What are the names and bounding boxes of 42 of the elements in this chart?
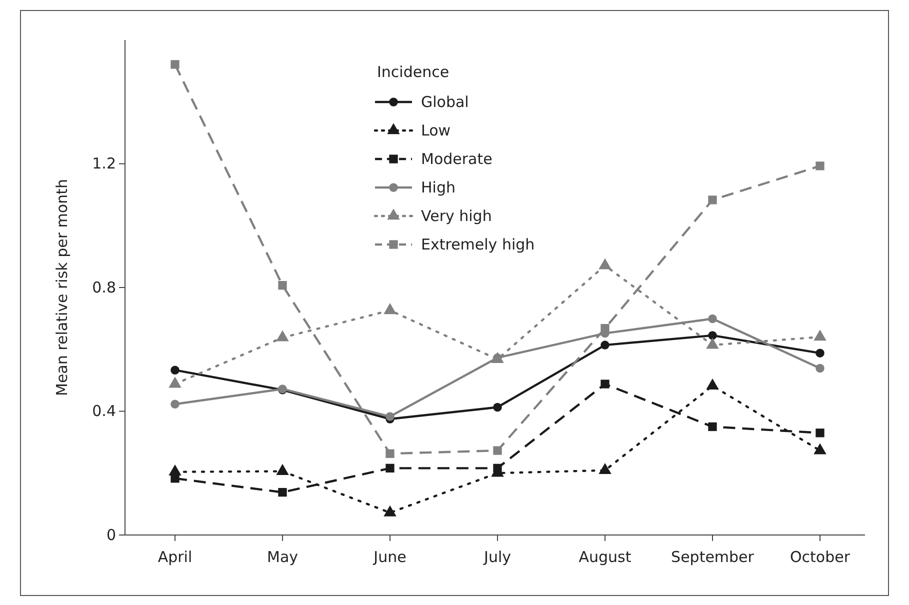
point bbox=[598, 463, 612, 474]
point bbox=[708, 422, 717, 432]
point bbox=[816, 428, 824, 438]
point bbox=[386, 464, 394, 473]
point bbox=[600, 324, 610, 333]
legend-label: High bbox=[421, 178, 456, 196]
point bbox=[170, 60, 180, 69]
point bbox=[708, 196, 717, 204]
x-tick-label: August bbox=[578, 548, 632, 566]
legend-label: Extremely high bbox=[421, 236, 535, 254]
point bbox=[493, 402, 502, 412]
point bbox=[278, 281, 287, 290]
legend-label: Low bbox=[421, 122, 451, 140]
point bbox=[708, 331, 717, 340]
point bbox=[816, 348, 824, 358]
y-tick-label: 0.4 bbox=[92, 402, 116, 420]
legend-title: Incidence bbox=[377, 63, 450, 81]
y-tick-label: 0.8 bbox=[92, 278, 116, 296]
point bbox=[386, 449, 394, 458]
point bbox=[816, 364, 824, 373]
legend-label: Moderate bbox=[421, 150, 492, 168]
point bbox=[170, 400, 180, 408]
x-tick-label: May bbox=[266, 548, 298, 566]
x-tick-label: April bbox=[158, 548, 192, 566]
point bbox=[600, 340, 610, 350]
x-tick-label: September bbox=[671, 548, 755, 566]
y-axis-title: Mean relative risk per month bbox=[53, 179, 71, 396]
x-tick-label: July bbox=[483, 548, 512, 566]
legend-label: Global bbox=[421, 93, 469, 111]
point bbox=[278, 488, 287, 497]
y-tick-label: 0 bbox=[106, 526, 116, 544]
x-tick-label: October bbox=[790, 548, 851, 566]
x-tick-label: June bbox=[372, 548, 406, 566]
point bbox=[493, 446, 502, 455]
point bbox=[816, 162, 824, 170]
legend-label: Very high bbox=[421, 207, 492, 225]
point bbox=[493, 464, 502, 473]
point bbox=[386, 412, 394, 421]
point bbox=[600, 380, 610, 388]
point bbox=[708, 314, 717, 324]
point bbox=[170, 366, 180, 374]
y-tick-label: 1.2 bbox=[92, 154, 116, 173]
